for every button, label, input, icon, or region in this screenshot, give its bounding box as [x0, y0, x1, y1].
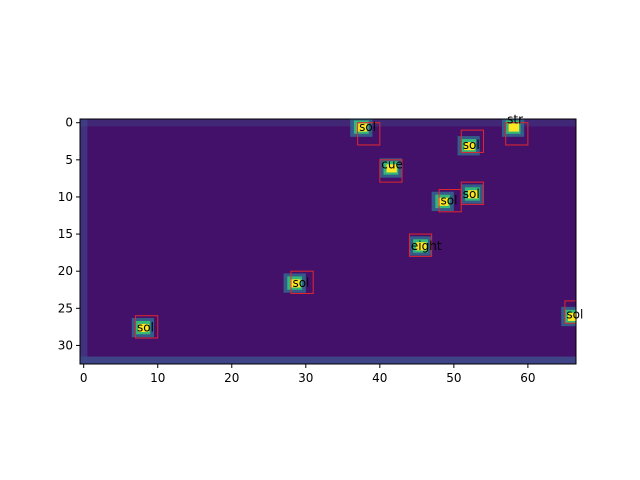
- heat-layer: [80, 119, 576, 364]
- y-tick-label: 15: [58, 227, 73, 241]
- heat-cell-hot: [508, 123, 519, 132]
- detection-label: sol: [463, 138, 480, 152]
- heat-top-band: [80, 119, 576, 127]
- heat-cell-hot: [567, 312, 576, 321]
- x-axis: 0 10 20 30 40 50 60: [80, 364, 536, 385]
- x-tick-label: 30: [298, 371, 313, 385]
- x-tick-label: 60: [520, 371, 535, 385]
- y-tick-label: 5: [65, 153, 73, 167]
- detection-box: [505, 122, 529, 146]
- x-tick-label: 50: [446, 371, 461, 385]
- detection-label: cue: [381, 157, 403, 171]
- x-tick-label: 0: [80, 371, 88, 385]
- y-tick-label: 10: [58, 190, 73, 204]
- detection-box: [357, 122, 381, 146]
- heat-cell-hot: [438, 197, 449, 206]
- heat-cell-hot: [138, 323, 149, 333]
- x-tick-label: 20: [224, 371, 239, 385]
- heat-cell-hot: [356, 123, 368, 132]
- detection-box: [460, 181, 484, 205]
- x-tick-label: 10: [150, 371, 165, 385]
- heat-cell-hot: [290, 279, 301, 288]
- detection-box: [379, 159, 403, 183]
- y-tick-label: 25: [58, 301, 73, 315]
- heat-floor-band: [80, 356, 576, 364]
- y-tick-label: 20: [58, 264, 73, 278]
- heat-cell-hot: [416, 242, 427, 251]
- detection-label: eight: [411, 239, 442, 253]
- detection-box: [460, 129, 484, 153]
- y-tick-label: 0: [65, 116, 73, 130]
- heat-cell-hot: [464, 142, 475, 151]
- heat-cell-hot: [467, 190, 479, 199]
- x-tick-label: 40: [372, 371, 387, 385]
- detection-label: sol: [441, 194, 458, 208]
- detection-boxes: [135, 122, 576, 339]
- heat-left-band: [80, 119, 88, 364]
- detection-label: sol: [566, 307, 583, 321]
- heat-cell-hot: [386, 164, 397, 173]
- detection-label: sol: [292, 276, 309, 290]
- plot-frame: [79, 118, 577, 365]
- detection-box: [290, 270, 314, 294]
- detection-label: sol: [463, 187, 480, 201]
- detection-box: [408, 233, 433, 257]
- detection-label: sol: [137, 321, 154, 335]
- detection-label: sol: [359, 120, 376, 134]
- y-tick-label: 30: [58, 338, 73, 352]
- detection-label: str: [507, 113, 523, 127]
- plot-background: [80, 119, 576, 364]
- detection-box: [135, 315, 159, 339]
- y-axis: 0 5 10 15 20 25 30: [58, 116, 80, 352]
